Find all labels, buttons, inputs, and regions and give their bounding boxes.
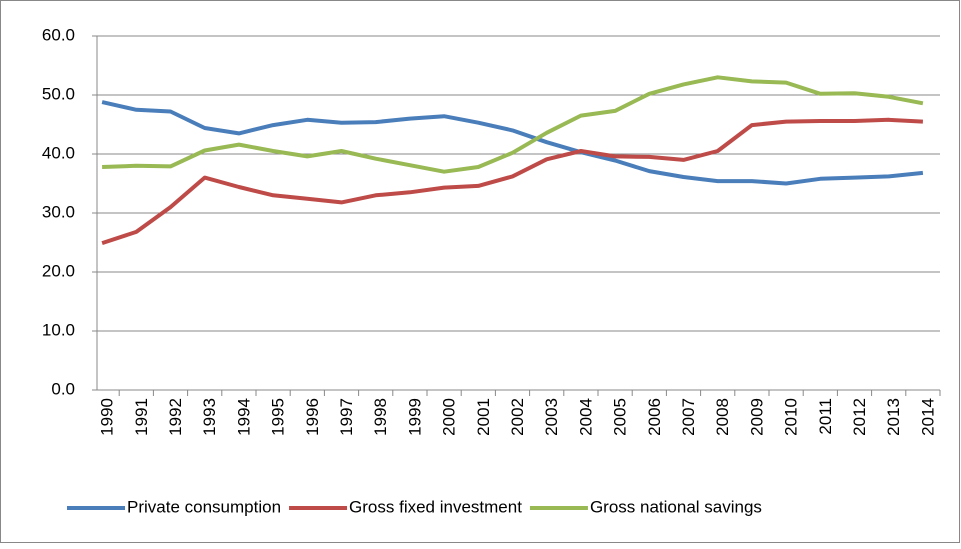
x-tick-label: 2007 <box>679 398 698 436</box>
series-line <box>101 117 924 246</box>
x-tick-label: 1992 <box>166 398 185 436</box>
series-line <box>101 100 924 186</box>
x-tick-label: 1997 <box>337 398 356 436</box>
y-tick-label: 40.0 <box>42 143 75 162</box>
x-tick-label: 2013 <box>884 398 903 436</box>
x-tick-label: 2005 <box>611 398 630 436</box>
x-tick-label: 2000 <box>440 398 459 436</box>
x-tick-label: 1999 <box>405 398 424 436</box>
x-tick-label: 1991 <box>132 398 151 436</box>
y-tick-label: 20.0 <box>42 261 75 280</box>
x-tick-label: 1990 <box>98 398 117 436</box>
series-line <box>102 75 924 174</box>
x-tick-label: 2008 <box>713 398 732 436</box>
y-tick-label: 60.0 <box>42 25 75 44</box>
y-tick-label: 50.0 <box>42 84 75 103</box>
x-tick-label: 1998 <box>371 398 390 436</box>
legend-label: Gross fixed investment <box>349 497 522 516</box>
x-tick-label: 2004 <box>576 398 595 436</box>
x-tick-label: 2002 <box>508 398 527 436</box>
x-tick-label: 2010 <box>782 398 801 436</box>
legend-label: Private consumption <box>127 497 281 516</box>
legend-label: Gross national savings <box>590 497 762 516</box>
x-tick-label: 1996 <box>303 398 322 436</box>
x-tick-label: 2009 <box>747 398 766 436</box>
y-tick-label: 0.0 <box>51 379 75 398</box>
x-tick-label: 2001 <box>474 398 493 436</box>
x-tick-label: 2012 <box>850 398 869 436</box>
x-tick-label: 2011 <box>816 398 835 435</box>
y-tick-label: 10.0 <box>42 320 75 339</box>
x-tick-label: 1994 <box>234 398 253 436</box>
x-tick-label: 2003 <box>542 398 561 436</box>
x-tick-label: 2006 <box>645 398 664 436</box>
x-tick-label: 1995 <box>269 398 288 436</box>
y-tick-label: 30.0 <box>42 202 75 221</box>
x-tick-label: 1993 <box>200 398 219 436</box>
x-tick-label: 2014 <box>918 398 937 436</box>
